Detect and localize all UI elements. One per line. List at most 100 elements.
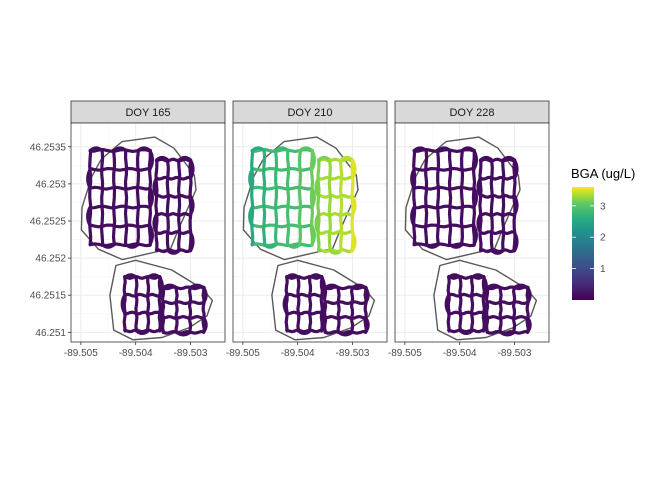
panel-border — [70, 122, 226, 343]
track-north-east-pass — [154, 230, 193, 236]
track-south-west-pass — [123, 292, 162, 298]
track-south-west-pass — [145, 275, 151, 333]
track-north-east-pass — [154, 248, 193, 254]
facet-strip-label: DOY 210 — [287, 107, 332, 119]
track-south-west-pass — [447, 292, 486, 298]
y-tick-label: 46.251 — [35, 328, 66, 339]
track-south-east-pass — [161, 300, 206, 306]
track-north-west-pass — [447, 148, 453, 247]
track-north-west-pass — [412, 185, 476, 191]
track-north-east-pass — [316, 248, 355, 254]
track-north-east-pass — [327, 158, 332, 253]
track-south-east-pass — [160, 286, 166, 334]
track-north-west-pass — [88, 185, 152, 191]
track-south-east-pass — [174, 286, 179, 334]
track-south-west-pass — [134, 275, 139, 333]
legend-tick-label: 2 — [600, 233, 606, 244]
track-south-east-pass — [485, 300, 530, 306]
track-north-west-pass — [459, 148, 465, 247]
track-south-west-pass — [296, 275, 301, 333]
track-north-east-pass — [154, 193, 193, 199]
track-north-west-pass — [100, 148, 105, 247]
x-tick-label: -89.504 — [119, 348, 153, 359]
track-north-west-pass — [412, 166, 476, 172]
panel-border — [394, 122, 550, 343]
track-south-east-pass — [161, 329, 206, 335]
track-north-west-pass — [147, 148, 153, 247]
x-tick-label: -89.505 — [226, 348, 260, 359]
track-south-west-pass — [284, 275, 289, 333]
facet-strip-label: DOY 228 — [449, 107, 494, 119]
track-south-west-pass — [307, 275, 313, 333]
track-south-west-pass — [446, 275, 451, 333]
y-tick-label: 46.2525 — [30, 216, 67, 227]
track-north-west-pass — [88, 242, 152, 248]
facet-strip-label: DOY 165 — [125, 107, 170, 119]
track-north-west-pass — [135, 148, 141, 247]
y-tick-label: 46.252 — [35, 254, 66, 265]
track-south-west-pass — [469, 275, 475, 333]
track-south-west-pass — [285, 274, 324, 280]
track-south-east-pass — [336, 286, 341, 334]
track-south-west-pass — [285, 328, 324, 334]
track-north-west-pass — [309, 148, 315, 247]
track-north-east-pass — [350, 158, 355, 253]
track-south-east-turn — [188, 283, 206, 290]
track-north-west-pass — [250, 223, 314, 229]
track-north-east-pass — [478, 230, 517, 236]
x-tick-label: -89.504 — [281, 348, 315, 359]
legend-title: BGA (ug/L) — [571, 166, 635, 181]
track-north-east-pass — [154, 212, 193, 217]
track-south-west-pass — [285, 292, 324, 298]
track-south-west-pass — [123, 274, 162, 280]
track-north-west-pass — [412, 242, 476, 248]
track-north-west-pass — [88, 223, 152, 229]
north-basin-boundary — [242, 136, 359, 261]
track-south-east-pass — [323, 329, 368, 335]
legend-colorbar — [572, 187, 594, 300]
track-south-east-pass — [201, 286, 206, 334]
x-tick-label: -89.503 — [174, 348, 208, 359]
track-north-west-pass — [250, 166, 314, 172]
track-south-east-pass — [363, 286, 368, 334]
track-south-west-pass — [447, 310, 486, 316]
facet-panel: DOY 210 — [232, 100, 388, 343]
track-north-west-pass — [273, 148, 279, 247]
track-north-west-pass — [412, 204, 476, 210]
track-north-east-pass — [478, 193, 517, 199]
y-tick-label: 46.253 — [35, 179, 66, 190]
axes-layer: -89.505 -89.504 -89.503 46.2535 46.253 46.252… — [30, 142, 532, 359]
facet-panel: DOY 165 — [70, 100, 226, 343]
track-north-west-pass — [111, 148, 117, 247]
track-south-west-pass — [123, 328, 162, 334]
panels-layer: DOY 165 DOY 210 DOY 228 — [70, 100, 550, 343]
track-north-west-pass — [250, 185, 314, 191]
track-south-east-pass — [498, 286, 503, 334]
track-north-west-pass — [297, 148, 303, 247]
track-south-east-pass — [484, 286, 490, 334]
track-south-west-pass — [123, 310, 162, 316]
track-north-west-pass — [435, 148, 441, 247]
x-tick-label: -89.505 — [388, 348, 422, 359]
track-north-east-pass — [316, 175, 355, 181]
x-tick-label: -89.503 — [336, 348, 370, 359]
track-north-east-pass — [512, 158, 517, 253]
track-north-west-pass — [88, 148, 93, 247]
track-north-east-pass — [316, 212, 355, 217]
north-basin-boundary — [404, 136, 521, 261]
track-north-east-pass — [316, 230, 355, 236]
track-south-west-pass — [458, 275, 463, 333]
facet-panel: DOY 228 — [394, 100, 550, 343]
track-north-west-pass — [285, 148, 291, 247]
track-north-east-pass — [478, 212, 517, 217]
track-north-east-pass — [316, 158, 321, 253]
track-south-east-pass — [323, 285, 368, 291]
x-tick-label: -89.505 — [64, 348, 98, 359]
track-south-west-pass — [447, 328, 486, 334]
track-north-west-pass — [424, 148, 429, 247]
track-south-west-pass — [122, 275, 127, 333]
track-south-east-pass — [161, 285, 206, 291]
track-south-east-pass — [323, 315, 368, 320]
track-north-east-pass — [478, 175, 517, 181]
